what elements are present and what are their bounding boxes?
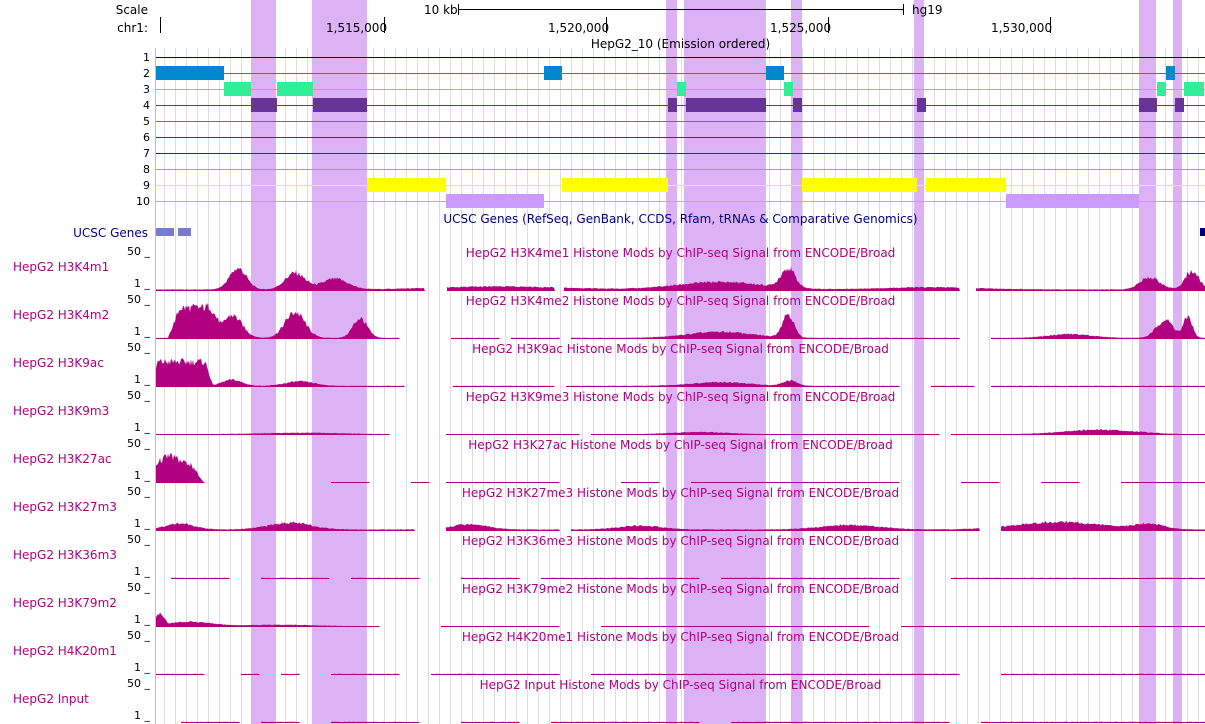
state-block [1175,98,1184,112]
signal-track-title[interactable]: HepG2 H3K9me3 Histone Mods by ChIP-seq S… [465,390,896,404]
state-block [1139,98,1157,112]
state-block [668,98,677,112]
signal-trace [156,673,1205,675]
signal-track-title[interactable]: HepG2 H3K27me3 Histone Mods by ChIP-seq … [461,486,900,500]
signal-track-label[interactable]: HepG2 H3K9ac [13,356,104,370]
signal-track-label[interactable]: HepG2 H3K27ac [13,452,112,466]
highlight-region [312,0,367,724]
signal-trace [156,429,1205,435]
state-block [926,178,1006,192]
signal-trace [156,520,1205,531]
signal-trace [181,721,1205,723]
signal-track-label[interactable]: HepG2 H3K4m1 [13,260,110,274]
highlight-region [251,0,276,724]
state-block [793,98,802,112]
gene-feature [1200,228,1205,236]
gene-feature [156,228,174,236]
state-block [1157,82,1166,96]
signal-track-title[interactable]: HepG2 H3K27ac Histone Mods by ChIP-seq S… [468,438,893,452]
state-block [224,82,251,96]
position-label: 1,525,000 [770,21,832,35]
highlight-region [666,0,677,724]
state-block [802,178,917,192]
signal-track-title[interactable]: HepG2 H3K79me2 Histone Mods by ChIP-seq … [461,582,900,596]
highlight-region [684,0,766,724]
signal-trace [156,612,1205,627]
state-block [917,98,926,112]
signal-track-title[interactable]: HepG2 H4K20me1 Histone Mods by ChIP-seq … [461,630,900,644]
gene-feature [178,228,191,236]
signal-track-label[interactable]: HepG2 H3K4m2 [13,308,110,322]
signal-track-label[interactable]: HepG2 H3K9m3 [13,404,110,418]
state-block [766,66,784,80]
signal-trace [171,577,1205,579]
signal-track-label[interactable]: HepG2 Input [13,692,89,706]
chromhmm-track-title[interactable]: HepG2_10 (Emission ordered) [590,37,771,51]
state-block [156,66,224,80]
chrom-label: chr1: [117,21,148,35]
assembly-label: hg19 [912,3,943,17]
state-block [1166,66,1175,80]
position-label: 1,520,000 [548,21,610,35]
signal-track-label[interactable]: HepG2 H3K36m3 [13,548,117,562]
scale-label: Scale [115,3,148,17]
signal-track-title[interactable]: HepG2 H3K9ac Histone Mods by ChIP-seq Si… [472,342,889,356]
state-block [677,82,686,96]
signal-track-title[interactable]: HepG2 H3K36me3 Histone Mods by ChIP-seq … [461,534,900,548]
state-block [562,178,668,192]
scale-bar-label: 10 kb [424,3,458,17]
signal-track-title[interactable]: HepG2 Input Histone Mods by ChIP-seq Sig… [479,678,882,692]
highlight-region [1173,0,1182,724]
signal-trace [156,266,1205,291]
position-label: 1,515,000 [326,21,388,35]
state-block [313,98,367,112]
position-label: 1,530,000 [991,21,1053,35]
highlight-region [791,0,802,724]
signal-track-label[interactable]: HepG2 H4K20m1 [13,644,117,658]
state-block [1006,194,1139,208]
state-block [446,194,544,208]
genes-track-label[interactable]: UCSC Genes [73,226,148,240]
state-block [784,82,793,96]
state-block [686,98,766,112]
state-block [277,82,313,96]
highlight-region [914,0,924,724]
state-block [1184,82,1204,96]
signal-track-label[interactable]: HepG2 H3K27m3 [13,500,117,514]
state-block [544,66,562,80]
highlight-region [1139,0,1156,724]
signal-track-label[interactable]: HepG2 H3K79m2 [13,596,117,610]
state-block [367,178,446,192]
signal-track-title[interactable]: HepG2 H3K4me2 Histone Mods by ChIP-seq S… [465,294,896,308]
state-block [251,98,277,112]
genes-track-title[interactable]: UCSC Genes (RefSeq, GenBank, CCDS, Rfam,… [443,212,918,226]
signal-track-title[interactable]: HepG2 H3K4me1 Histone Mods by ChIP-seq S… [465,246,896,260]
